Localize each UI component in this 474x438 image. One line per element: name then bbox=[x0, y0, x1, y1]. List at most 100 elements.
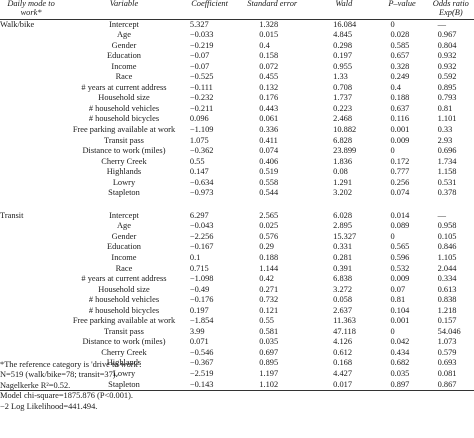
variable-cell: Gender bbox=[111, 40, 137, 50]
table-row: Lowry −0.634 0.558 1.291 0.256 0.531 bbox=[0, 178, 474, 189]
table-row: Distance to work (miles) −0.362 0.074 23.89… bbox=[0, 146, 474, 157]
variable-cell: Race bbox=[115, 263, 133, 273]
coefficient-cell: −0.973 bbox=[189, 188, 214, 198]
note-model-chi-square: Model chi-square=1875.876 (P<0.001). bbox=[0, 391, 133, 401]
coefficient-cell: 1.075 bbox=[189, 135, 209, 145]
header-variable: Variable bbox=[62, 0, 186, 20]
standard-error-cell: 0.732 bbox=[259, 295, 279, 305]
wald-cell: 3.272 bbox=[333, 284, 352, 294]
standard-error-cell: 0.158 bbox=[259, 51, 279, 61]
p-value-cell: 0.035 bbox=[390, 369, 410, 378]
table-row: # years at current address −1.098 0.42 6.83… bbox=[0, 274, 474, 285]
coefficient-cell: −0.634 bbox=[189, 177, 214, 187]
standard-error-cell: 0.072 bbox=[259, 61, 279, 71]
table-row: Distance to work (miles) 0.071 0.035 4.126 0… bbox=[0, 337, 474, 348]
group-cell bbox=[0, 232, 62, 243]
coefficient-cell: −0.033 bbox=[189, 30, 214, 40]
standard-error-cell: 0.443 bbox=[259, 103, 279, 113]
variable-cell: Intercept bbox=[109, 210, 139, 220]
p-value-cell: 0.089 bbox=[390, 221, 410, 231]
odds-ratio-cell: 1.101 bbox=[437, 114, 457, 124]
standard-error-cell: 0.336 bbox=[259, 124, 279, 134]
variable-cell: Age bbox=[117, 30, 131, 40]
variable-cell: Income bbox=[111, 252, 137, 262]
variable-cell: # years at current address bbox=[81, 82, 167, 92]
standard-error-cell: 0.29 bbox=[259, 242, 274, 252]
variable-cell: Gender bbox=[111, 231, 137, 241]
p-value-cell: 0.172 bbox=[390, 156, 410, 166]
p-value-cell: 0.565 bbox=[390, 242, 410, 252]
wald-cell: 0.08 bbox=[333, 167, 348, 177]
wald-cell: 47.118 bbox=[333, 326, 356, 336]
variable-cell: Income bbox=[111, 61, 137, 71]
p-value-cell: 0 bbox=[390, 231, 395, 241]
note-sample-size: N=519 (walk/bike=78; transit=37). bbox=[0, 370, 118, 380]
p-value-cell: 0.014 bbox=[390, 210, 410, 220]
header-wald: Wald bbox=[311, 0, 377, 20]
wald-cell: 3.202 bbox=[333, 188, 352, 198]
odds-ratio-cell: 0.696 bbox=[437, 146, 457, 156]
coefficient-cell: −0.176 bbox=[189, 295, 214, 305]
group-label: Walk/bike bbox=[0, 19, 35, 29]
table-body: Walk/bike Intercept 5.327 1.328 16.084 0 — Age −… bbox=[0, 19, 474, 392]
wald-cell: 0.391 bbox=[333, 263, 352, 273]
coefficient-cell: 0.096 bbox=[189, 114, 209, 124]
standard-error-cell: 2.565 bbox=[259, 210, 279, 220]
p-value-cell: 0.777 bbox=[390, 167, 410, 177]
table-row: Highlands −0.367 0.895 0.168 0.682 0.693 bbox=[0, 358, 474, 369]
group-cell bbox=[0, 83, 62, 94]
table-row: Gender −2.256 0.576 15.327 0 0.105 bbox=[0, 232, 474, 243]
group-label: Transit bbox=[0, 210, 24, 220]
variable-cell: Household size bbox=[98, 93, 150, 103]
odds-ratio-cell: 0.592 bbox=[437, 72, 457, 82]
table-notes: *The reference category is 'drive to wor… bbox=[0, 360, 141, 412]
wald-cell: 10.882 bbox=[333, 124, 357, 134]
coefficient-cell: −0.546 bbox=[189, 347, 214, 357]
standard-error-cell: 1.144 bbox=[259, 263, 279, 273]
variable-cell: Transit pass bbox=[104, 326, 144, 336]
variable-cell: Highlands bbox=[106, 167, 142, 177]
p-value-cell: 0.596 bbox=[390, 252, 410, 262]
variable-cell: Lowry bbox=[112, 177, 136, 187]
standard-error-cell: 0.025 bbox=[259, 221, 279, 231]
variable-cell: Lowry bbox=[112, 369, 136, 378]
header-odds-ratio: Odds ratio Exp(B) bbox=[427, 0, 474, 20]
variable-cell: Transit pass bbox=[104, 135, 144, 145]
table-row: Walk/bike Intercept 5.327 1.328 16.084 0 — bbox=[0, 19, 474, 30]
standard-error-cell: 1.197 bbox=[259, 369, 279, 378]
standard-error-cell: 0.015 bbox=[259, 30, 279, 40]
variable-cell: Highlands bbox=[106, 358, 142, 368]
p-value-cell: 0.657 bbox=[390, 51, 410, 61]
wald-cell: 1.33 bbox=[333, 72, 348, 82]
coefficient-cell: 0.1 bbox=[189, 252, 201, 262]
coefficient-cell: 0.147 bbox=[189, 167, 209, 177]
table-row: Transit Intercept 6.297 2.565 6.028 0.014 — bbox=[0, 211, 474, 222]
wald-cell: 2.895 bbox=[333, 221, 352, 231]
wald-cell: 11.363 bbox=[333, 316, 356, 326]
group-cell bbox=[0, 316, 62, 327]
odds-ratio-cell: 1.105 bbox=[437, 252, 457, 262]
odds-ratio-cell: 0.895 bbox=[437, 82, 457, 92]
wald-cell: 2.637 bbox=[333, 305, 352, 315]
p-value-cell: 0.81 bbox=[390, 295, 406, 305]
group-cell bbox=[0, 274, 62, 285]
variable-cell: # household vehicles bbox=[88, 295, 160, 305]
standard-error-cell: 0.4 bbox=[259, 40, 270, 50]
p-value-cell: 0.07 bbox=[390, 284, 406, 294]
p-value-cell: 0.009 bbox=[390, 135, 410, 145]
wald-cell: 2.468 bbox=[333, 114, 352, 124]
p-value-cell: 0.328 bbox=[390, 61, 410, 71]
p-value-cell: 0.434 bbox=[390, 347, 410, 357]
group-cell bbox=[0, 146, 62, 157]
odds-ratio-cell: 1.218 bbox=[437, 305, 457, 315]
odds-ratio-cell: 54.046 bbox=[437, 326, 461, 336]
table-row: # household bicycles 0.197 0.121 2.637 0.104… bbox=[0, 306, 474, 317]
variable-cell: Cherry Creek bbox=[101, 347, 147, 357]
standard-error-cell: 0.544 bbox=[259, 188, 279, 198]
p-value-cell: 0.116 bbox=[390, 114, 410, 124]
wald-cell: 15.327 bbox=[333, 231, 357, 241]
group-cell bbox=[0, 264, 62, 275]
coefficient-cell: 5.327 bbox=[189, 19, 209, 29]
p-value-cell: 0.4 bbox=[390, 82, 401, 92]
odds-ratio-cell: 0.804 bbox=[437, 40, 457, 50]
